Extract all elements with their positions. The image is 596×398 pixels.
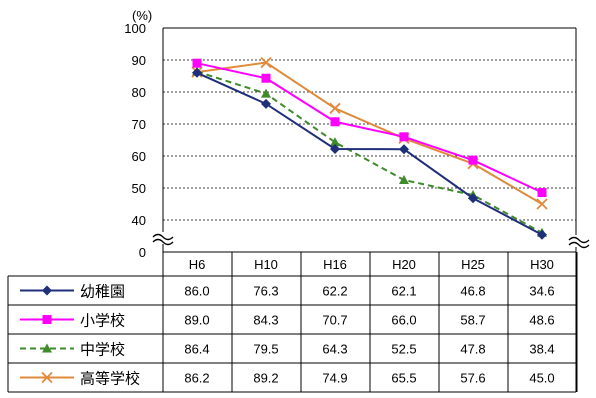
x-tick-label: H30 (530, 257, 554, 272)
legend-entry: 幼稚園 (20, 284, 125, 301)
x-tick-label: H20 (392, 257, 416, 272)
data-point (330, 137, 340, 147)
series-line (196, 70, 543, 234)
y-tick-label: 40 (132, 213, 146, 228)
y-tick-label: 50 (132, 181, 146, 196)
series-1 (192, 67, 547, 240)
x-tick-label: H6 (189, 257, 206, 272)
data-point (192, 58, 202, 68)
y-axis-unit-label: (%) (132, 8, 152, 23)
legend-label: 中学校 (80, 342, 125, 359)
legend-entry: 小学校 (20, 313, 125, 330)
axis-break-wave (568, 241, 590, 249)
data-point (261, 98, 271, 109)
data-point-stroke (260, 56, 272, 69)
table-cell-value: 89.0 (184, 313, 209, 328)
series-line (196, 62, 543, 194)
data-point (399, 175, 409, 184)
table-cell-value: 86.4 (184, 342, 209, 357)
y-tick-label: 100 (124, 21, 146, 36)
table-cell-value: 46.8 (460, 284, 485, 299)
data-point (399, 132, 409, 142)
legend-entry: 高等学校 (20, 370, 140, 388)
data-point (260, 56, 272, 69)
series-line (196, 61, 543, 205)
table-cell-value: 58.7 (460, 313, 485, 328)
legend-label: 小学校 (80, 313, 125, 330)
axis-break-wave (568, 236, 590, 244)
data-point (329, 102, 341, 114)
data-point (261, 73, 271, 83)
data-point-stroke (41, 371, 53, 384)
data-point-stroke (329, 102, 341, 114)
data-point (42, 285, 52, 296)
table-cell-value: 89.2 (253, 371, 278, 386)
data-point (330, 117, 340, 127)
legend-entry: 中学校 (20, 342, 125, 359)
table-cell-value: 64.3 (322, 342, 347, 357)
data-point (536, 198, 548, 210)
table-cell-value: 84.3 (253, 313, 278, 328)
table-cell-value: 57.6 (460, 371, 485, 386)
data-point (330, 143, 340, 154)
data-point (537, 187, 547, 197)
y-tick-label: 90 (132, 53, 146, 68)
data-point (261, 88, 271, 98)
data-point (42, 315, 52, 324)
table-cell-value: 52.5 (391, 342, 416, 357)
data-point (468, 155, 478, 165)
table-cell-value: 34.6 (529, 284, 554, 299)
axis-break-wave (152, 233, 174, 241)
table-cell-value: 62.1 (391, 284, 416, 299)
table-cell-value: 38.4 (529, 342, 554, 357)
table-cell-value: 48.6 (529, 313, 554, 328)
table-cell-value: 70.7 (322, 313, 347, 328)
series-2 (192, 58, 547, 197)
data-point (41, 371, 53, 384)
data-point (468, 193, 478, 204)
y-tick-label: 80 (132, 85, 146, 100)
axis-break-wave (152, 238, 174, 246)
data-point (42, 343, 52, 353)
x-tick-label: H16 (323, 257, 347, 272)
table-cell-value: 86.2 (184, 371, 209, 386)
table-cell-value: 66.0 (391, 313, 416, 328)
table-cell-value: 79.5 (253, 342, 278, 357)
series-4 (191, 56, 548, 210)
table-cell-value: 86.0 (184, 284, 209, 299)
axis-break-right (568, 235, 590, 249)
y-tick-label: 70 (132, 117, 146, 132)
table-cell-value: 62.2 (322, 284, 347, 299)
axis-break-left (152, 232, 174, 246)
table-cell-value: 45.0 (529, 371, 554, 386)
data-point-stroke (536, 198, 548, 210)
legend-label: 高等学校 (80, 370, 140, 388)
table-cell-value: 65.5 (391, 371, 416, 386)
data-point (537, 229, 547, 240)
series-line (196, 71, 543, 236)
x-tick-label: H10 (254, 257, 278, 272)
y-tick-label: 60 (132, 149, 146, 164)
legend-label: 幼稚園 (80, 284, 125, 301)
data-point (192, 67, 202, 78)
series-3 (192, 66, 547, 237)
table-cell-value: 76.3 (253, 284, 278, 299)
x-tick-label: H25 (461, 257, 485, 272)
y-tick-label: 0 (139, 245, 146, 260)
table-cell-value: 47.8 (460, 342, 485, 357)
table-cell-value: 74.9 (322, 371, 347, 386)
data-point (399, 144, 409, 155)
